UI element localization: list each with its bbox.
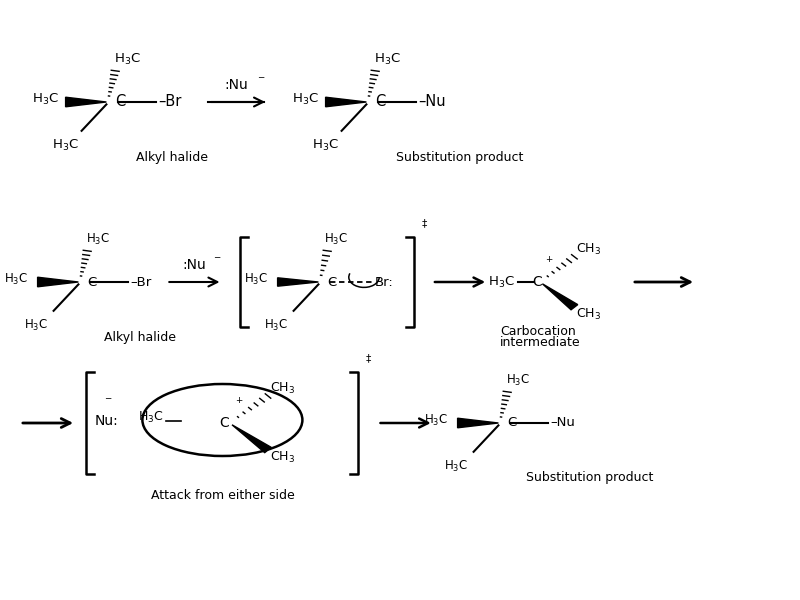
Polygon shape <box>278 278 318 286</box>
Text: H$_3$C: H$_3$C <box>24 318 48 333</box>
Text: $^+$: $^+$ <box>234 397 244 410</box>
Text: C: C <box>532 275 542 289</box>
Text: $^‡$: $^‡$ <box>365 355 372 370</box>
Text: CH$_3$: CH$_3$ <box>270 381 294 396</box>
Text: Attack from either side: Attack from either side <box>150 489 294 502</box>
Text: H$_3$C: H$_3$C <box>324 232 348 247</box>
Text: –Br: –Br <box>130 275 152 289</box>
Text: CH$_3$: CH$_3$ <box>270 450 294 465</box>
Text: Carbocation: Carbocation <box>500 325 576 338</box>
Text: $^+$: $^+$ <box>544 256 554 269</box>
Polygon shape <box>458 418 498 428</box>
Text: H$_3$C: H$_3$C <box>114 52 141 67</box>
Text: Br:: Br: <box>374 275 393 289</box>
Text: Substitution product: Substitution product <box>526 471 654 484</box>
Text: C: C <box>375 94 386 109</box>
Text: $^-$: $^-$ <box>103 395 113 409</box>
Text: CH$_3$: CH$_3$ <box>576 242 601 257</box>
Text: H$_3$C: H$_3$C <box>52 138 79 153</box>
Polygon shape <box>38 277 78 287</box>
Text: C: C <box>327 275 337 289</box>
Text: H$_3$C: H$_3$C <box>244 272 268 287</box>
Text: H$_3$C: H$_3$C <box>424 413 448 428</box>
Text: –Nu: –Nu <box>418 94 446 109</box>
Text: Alkyl halide: Alkyl halide <box>104 331 176 344</box>
Text: $^‡$: $^‡$ <box>421 220 428 235</box>
Polygon shape <box>542 284 578 310</box>
Text: Nu:: Nu: <box>94 414 118 428</box>
Text: :Nu: :Nu <box>182 259 206 272</box>
Text: $^-$: $^-$ <box>212 254 222 268</box>
Polygon shape <box>66 97 106 107</box>
Text: –Nu: –Nu <box>550 416 575 430</box>
Text: Substitution product: Substitution product <box>396 151 523 164</box>
Text: H$_3$C: H$_3$C <box>32 92 59 107</box>
Text: intermediate: intermediate <box>500 336 581 349</box>
Text: Alkyl halide: Alkyl halide <box>136 151 208 164</box>
Polygon shape <box>326 97 366 107</box>
Text: H$_3$C: H$_3$C <box>312 138 339 153</box>
Text: H$_3$C: H$_3$C <box>506 373 530 388</box>
Polygon shape <box>232 425 271 452</box>
Text: $^-$: $^-$ <box>256 74 266 88</box>
Text: C: C <box>507 416 517 430</box>
Text: H$_3$C: H$_3$C <box>444 459 468 474</box>
Text: H$_3$C: H$_3$C <box>488 274 515 290</box>
Text: H$_3$C: H$_3$C <box>86 232 110 247</box>
Text: CH$_3$: CH$_3$ <box>576 307 601 322</box>
Text: C: C <box>115 94 126 109</box>
Text: C: C <box>87 275 97 289</box>
Text: H$_3$C: H$_3$C <box>264 318 288 333</box>
Text: H$_3$C: H$_3$C <box>292 92 319 107</box>
Text: H$_3$C: H$_3$C <box>138 409 163 425</box>
Text: C: C <box>219 416 229 430</box>
Text: H$_3$C: H$_3$C <box>4 272 28 287</box>
Text: :Nu: :Nu <box>224 79 248 92</box>
Text: –Br: –Br <box>158 94 182 109</box>
Text: H$_3$C: H$_3$C <box>374 52 401 67</box>
